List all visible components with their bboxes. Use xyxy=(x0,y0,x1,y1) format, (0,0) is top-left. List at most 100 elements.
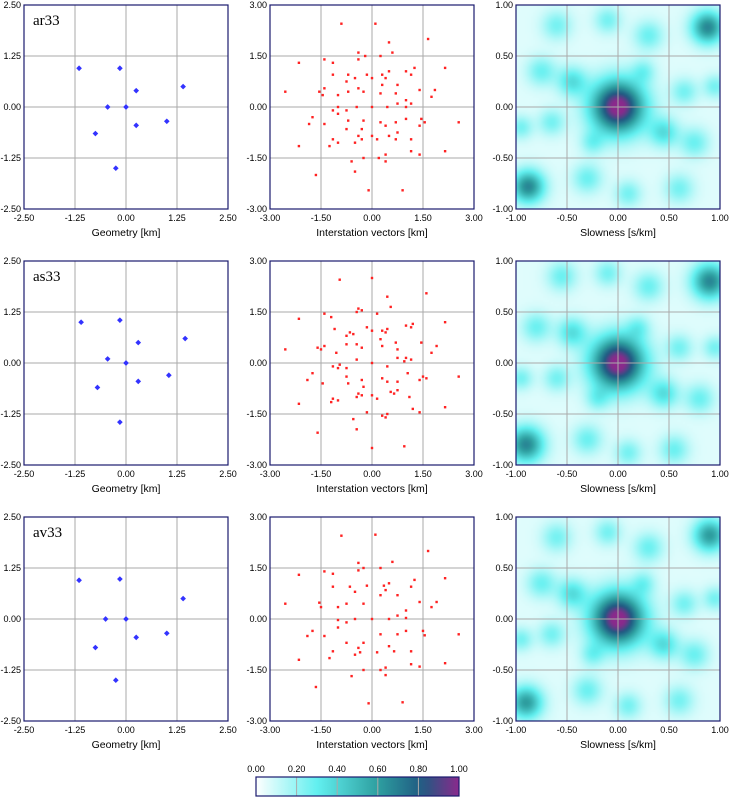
interstation-vector-point xyxy=(364,54,367,58)
y-tick-label: -1.50 xyxy=(246,665,267,675)
interstation-vector-point xyxy=(353,590,357,593)
interstation-vector-point xyxy=(370,276,374,280)
interstation-vector-point xyxy=(435,600,438,604)
interstation-vector-point xyxy=(338,363,341,366)
interstation-vector-point xyxy=(404,356,408,360)
interstation-vector-point xyxy=(362,90,365,93)
interstation-vector-point xyxy=(353,141,357,144)
y-tick-label: 1.25 xyxy=(3,307,21,317)
y-tick-label: 3.00 xyxy=(249,256,267,266)
interstation-vector-point xyxy=(314,685,318,689)
interstation-vector-point xyxy=(404,105,408,109)
interstation-vector-point xyxy=(357,58,360,61)
array-name-label: av33 xyxy=(33,525,62,541)
interstation-vector-point xyxy=(379,633,382,636)
x-tick-label: 1.00 xyxy=(711,469,729,479)
x-tick-label: 1.50 xyxy=(414,725,432,735)
interstation-vector-point xyxy=(379,121,382,124)
x-tick-label: 0.00 xyxy=(609,469,627,479)
x-tick-label: -2.50 xyxy=(14,725,35,735)
interstation-vector-point xyxy=(384,331,387,334)
interstation-vector-point xyxy=(386,295,389,298)
interstation-vector-point xyxy=(396,348,399,351)
x-axis-label: Geometry [km] xyxy=(92,739,161,751)
y-tick-label: 1.25 xyxy=(3,563,21,573)
interstation-vector-point xyxy=(365,326,369,329)
interstation-vector-point xyxy=(418,665,421,668)
colorbar-tick-label: 0.40 xyxy=(328,764,346,774)
interstation-vector-point xyxy=(362,602,365,605)
interstation-vector-point xyxy=(404,117,408,121)
array-name-label: as33 xyxy=(33,269,61,285)
interstation-vector-point xyxy=(355,358,358,361)
interstation-vector-point xyxy=(403,360,406,363)
x-tick-label: 0.00 xyxy=(609,213,627,223)
panel-geometry-0: -2.50-2.50 -1.25 -1.25 0.00 0.00 1.25 1.25 2.50… xyxy=(0,0,236,239)
y-tick-label: 1.25 xyxy=(3,51,21,61)
colorbar-fill xyxy=(256,777,459,796)
interstation-vector-point xyxy=(381,329,384,332)
interstation-vector-point xyxy=(409,138,413,141)
interstation-vector-point xyxy=(357,87,360,90)
panel-slowness-0: -1.00-1.00 -0.50 -0.50 0.00 0.00 0.50 0.50 1.00… xyxy=(492,0,728,239)
y-tick-label: 0.00 xyxy=(3,614,21,624)
interstation-vector-point xyxy=(331,138,335,141)
x-tick-label: -1.25 xyxy=(65,725,86,735)
y-tick-label: 3.00 xyxy=(249,512,267,522)
colorbar-tick-label: 0.80 xyxy=(410,764,428,774)
interstation-vector-point xyxy=(347,90,350,93)
y-tick-label: 3.00 xyxy=(249,0,267,10)
interstation-vector-point xyxy=(387,41,391,44)
interstation-vector-point xyxy=(331,650,335,653)
interstation-vector-point xyxy=(425,377,428,380)
interstation-vector-point xyxy=(297,573,301,576)
y-tick-label: -0.50 xyxy=(492,409,513,419)
interstation-vector-point xyxy=(357,392,360,395)
interstation-vector-point xyxy=(384,588,387,592)
station-marker xyxy=(166,372,172,379)
interstation-vector-point xyxy=(321,93,324,97)
x-axis-label: Slowness [s/km] xyxy=(580,483,656,495)
interstation-vector-point xyxy=(404,324,408,327)
interstation-vector-point xyxy=(284,90,287,93)
interstation-vector-point xyxy=(306,378,309,382)
interstation-vector-point xyxy=(457,375,460,378)
x-axis-label: Geometry [km] xyxy=(92,483,161,495)
panel-geometry-2: -2.50-2.50 -1.25 -1.25 0.00 0.00 1.25 1.25 2.50… xyxy=(0,512,236,751)
interstation-vector-point xyxy=(457,633,460,636)
interstation-vector-point xyxy=(386,105,389,109)
interstation-vector-point xyxy=(421,375,425,378)
station-marker xyxy=(123,616,129,622)
interstation-vector-point xyxy=(396,380,399,383)
x-tick-label: -0.50 xyxy=(557,213,578,223)
y-tick-label: -1.25 xyxy=(0,409,21,419)
station-marker xyxy=(133,122,140,129)
interstation-vector-point xyxy=(370,446,374,450)
interstation-vector-point xyxy=(336,366,340,370)
y-tick-label: 2.50 xyxy=(3,256,21,266)
interstation-vector-point xyxy=(345,109,348,112)
interstation-vector-point xyxy=(347,382,350,385)
interstation-vector-point xyxy=(394,341,397,344)
interstation-vector-point xyxy=(409,358,413,361)
interstation-vector-point xyxy=(355,395,358,399)
y-tick-label: 1.50 xyxy=(249,563,267,573)
interstation-vector-point xyxy=(319,348,323,351)
station-marker xyxy=(182,335,188,342)
interstation-vector-point xyxy=(318,90,321,93)
interstation-vector-point xyxy=(389,390,392,394)
x-tick-label: 3.00 xyxy=(465,213,483,223)
interstation-vector-point xyxy=(328,144,331,148)
interstation-vector-point xyxy=(345,641,348,644)
interstation-vector-point xyxy=(409,585,413,588)
interstation-vector-point xyxy=(443,150,447,153)
interstation-vector-point xyxy=(381,344,384,348)
x-tick-label: -3.00 xyxy=(260,213,281,223)
colorbar-tick-label: 1.00 xyxy=(450,764,468,774)
x-tick-label: -1.00 xyxy=(506,725,527,735)
panel-vectors-2: -3.00-3.00 -1.50 -1.50 0.00 0.00 1.50 1.50 3.00… xyxy=(246,512,482,751)
interstation-vector-point xyxy=(347,73,350,76)
y-tick-label: 1.50 xyxy=(249,51,267,61)
interstation-vector-point xyxy=(353,653,357,656)
interstation-vector-point xyxy=(336,605,340,609)
